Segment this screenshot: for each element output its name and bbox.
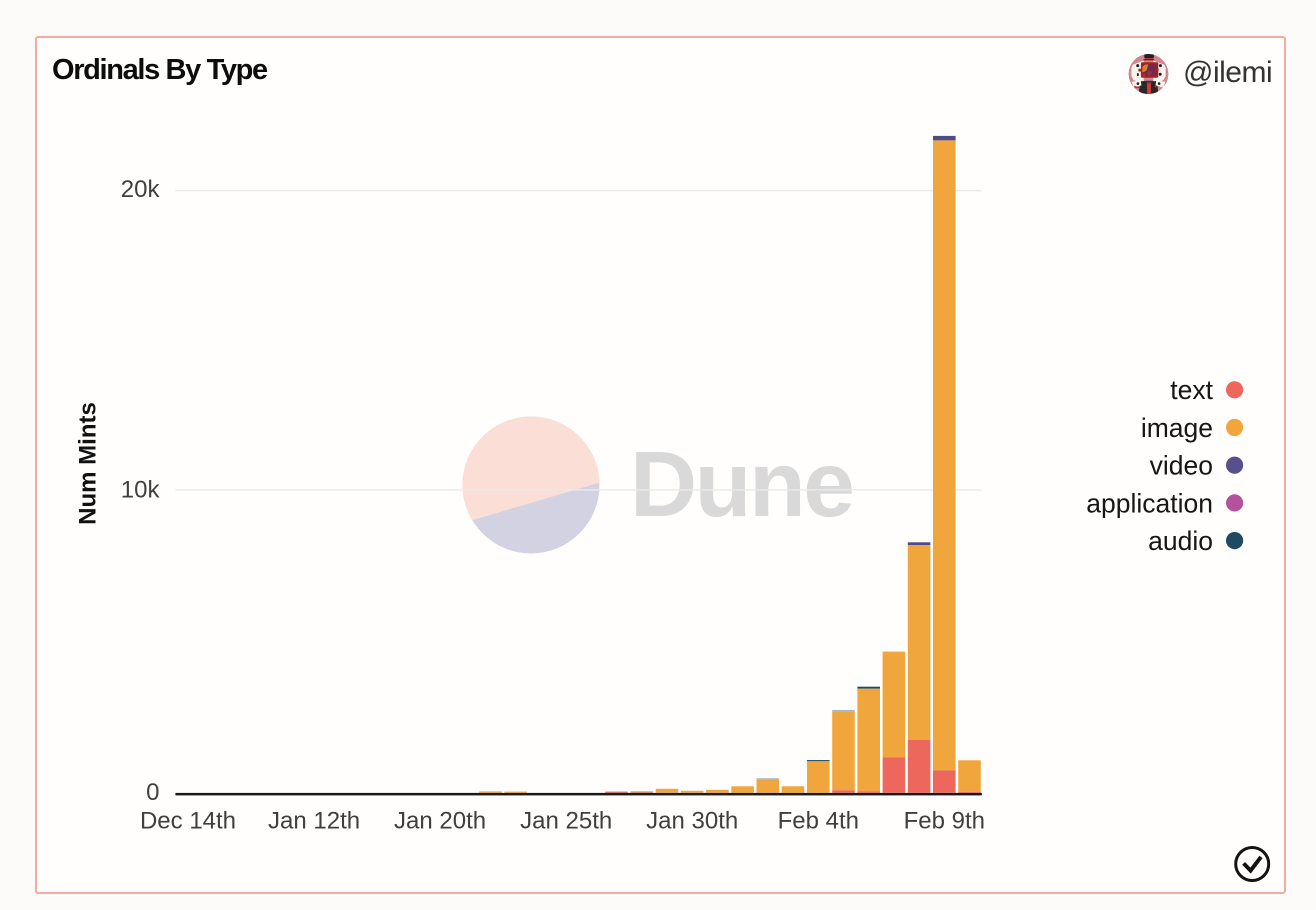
svg-text:Dune: Dune bbox=[630, 432, 853, 536]
svg-text:text: text bbox=[1170, 375, 1213, 405]
svg-text:Jan 20th: Jan 20th bbox=[394, 808, 486, 835]
svg-text:audio: audio bbox=[1148, 526, 1213, 556]
svg-text:Jan 25th: Jan 25th bbox=[520, 808, 612, 835]
svg-text:Dec 14th: Dec 14th bbox=[140, 808, 236, 835]
svg-text:video: video bbox=[1150, 451, 1213, 481]
svg-text:application: application bbox=[1086, 488, 1213, 518]
svg-text:Jan 30th: Jan 30th bbox=[646, 808, 738, 835]
svg-text:Feb 4th: Feb 4th bbox=[778, 808, 859, 835]
svg-text:Num Mints: Num Mints bbox=[75, 402, 102, 525]
svg-text:20k: 20k bbox=[121, 176, 161, 203]
svg-text:image: image bbox=[1141, 413, 1213, 443]
svg-text:10k: 10k bbox=[121, 477, 161, 504]
svg-text:Feb 9th: Feb 9th bbox=[904, 808, 985, 835]
svg-text:0: 0 bbox=[146, 779, 159, 806]
svg-text:Jan 12th: Jan 12th bbox=[268, 808, 360, 835]
